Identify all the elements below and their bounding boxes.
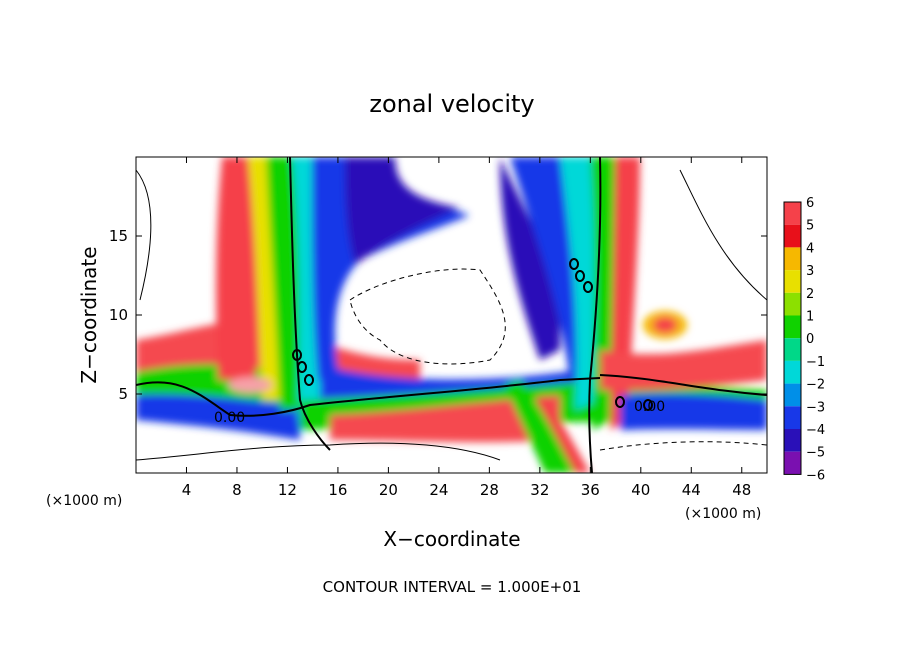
x-unit-label-right: (×1000 m) — [685, 506, 761, 522]
x-tick-label: 24 — [429, 481, 448, 499]
x-tick-label: 32 — [530, 481, 549, 499]
colorbar-swatch — [784, 202, 801, 225]
colorbar-label: −5 — [806, 446, 825, 461]
y-tick-label: 10 — [109, 306, 128, 324]
colorbar-frame — [783, 201, 802, 475]
colorbar-swatch — [784, 270, 801, 293]
colorbar-label: 2 — [806, 287, 814, 302]
colorbar-label: 1 — [806, 310, 814, 325]
x-tick-label: 20 — [379, 481, 398, 499]
colorbar-swatch — [784, 429, 801, 452]
colorbar-label: −4 — [806, 423, 825, 438]
contour-interval-note: CONTOUR INTERVAL = 1.000E+01 — [323, 578, 582, 596]
colorbar-swatch — [784, 406, 801, 429]
colorbar-swatch — [784, 451, 801, 475]
colorbar-label: 4 — [806, 241, 814, 256]
colorbar-label: −3 — [806, 400, 825, 415]
x-axis-ticks: 4 8 12 16 20 24 28 32 36 40 44 48 — [182, 157, 751, 499]
colorbar-label: 3 — [806, 264, 814, 279]
x-axis-title: X−coordinate — [383, 527, 520, 551]
x-tick-label: 48 — [732, 481, 751, 499]
y-tick-label: 5 — [118, 385, 128, 403]
x-tick-label: 44 — [682, 481, 701, 499]
colorbar-label: −6 — [806, 468, 825, 483]
colorbar-swatch — [784, 338, 801, 361]
contour-label: 0.00 — [634, 399, 665, 415]
contour-label: 0.00 — [214, 410, 245, 426]
colorbar-swatch — [784, 247, 801, 271]
colorbar-swatch — [784, 360, 801, 384]
x-unit-label-left: (×1000 m) — [46, 493, 122, 509]
x-tick-label: 16 — [328, 481, 347, 499]
y-axis-title: Z−coordinate — [77, 246, 101, 383]
x-tick-label: 4 — [182, 481, 192, 499]
colorbar-swatch — [784, 315, 801, 339]
x-tick-label: 36 — [581, 481, 600, 499]
colorbar-label: 0 — [806, 332, 814, 347]
colorbar-swatch — [784, 224, 801, 248]
chart-title: zonal velocity — [369, 90, 534, 118]
colorbar-label: −2 — [806, 378, 825, 393]
colorbar-label: 5 — [806, 219, 814, 234]
x-tick-label: 12 — [278, 481, 297, 499]
velocity-field — [136, 157, 767, 473]
colorbar-swatch — [784, 292, 801, 316]
y-axis-ticks: 5 10 15 — [109, 227, 767, 403]
colorbar-label: −1 — [806, 355, 825, 370]
y-tick-label: 15 — [109, 227, 128, 245]
colorbar-swatch — [784, 383, 801, 407]
x-tick-label: 40 — [631, 481, 650, 499]
x-tick-label: 8 — [232, 481, 242, 499]
x-tick-label: 28 — [480, 481, 499, 499]
colorbar: 6 5 4 3 2 1 0 −1 −2 −3 −4 −5 −6 — [783, 196, 825, 483]
colorbar-label: 6 — [806, 196, 814, 211]
